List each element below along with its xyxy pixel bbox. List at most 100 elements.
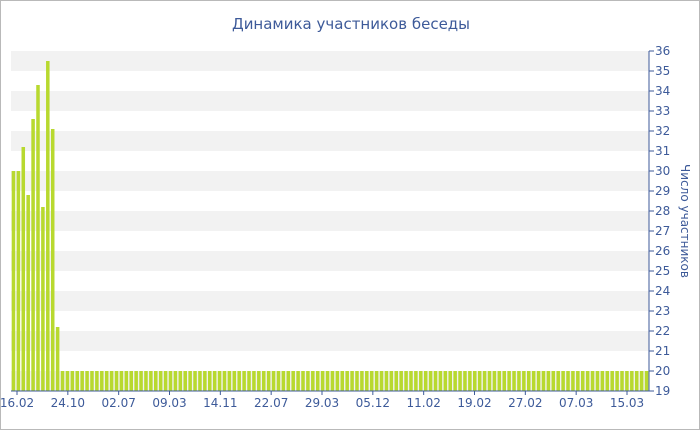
x-tick-label: 24.10 [51, 396, 85, 410]
bar [291, 371, 295, 391]
bar [193, 371, 197, 391]
bar [355, 371, 359, 391]
bar [541, 371, 546, 391]
bar [453, 371, 457, 391]
y-tick-label: 19 [655, 384, 670, 398]
bar [26, 195, 30, 391]
y-tick-label: 23 [655, 304, 670, 318]
bar [473, 371, 477, 391]
grid-band [11, 131, 649, 151]
bar [16, 171, 21, 391]
bar [630, 371, 634, 391]
bar [443, 371, 448, 391]
bar [296, 371, 300, 391]
grid-band [11, 331, 649, 351]
bar [492, 371, 497, 391]
bar [100, 371, 104, 391]
bar [585, 371, 590, 391]
grid-band [11, 251, 649, 271]
bar [212, 371, 217, 391]
bar [325, 371, 330, 391]
bar [104, 371, 109, 391]
background-bands [11, 51, 649, 391]
bar [634, 371, 639, 391]
bar [114, 371, 119, 391]
y-tick-label: 26 [655, 244, 670, 258]
bar [11, 171, 16, 391]
y-tick-label: 28 [655, 204, 670, 218]
bar [65, 371, 70, 391]
bar [600, 371, 605, 391]
bars-group [11, 61, 649, 391]
x-tick-label: 15.03 [610, 396, 644, 410]
bar [227, 371, 232, 391]
bar [41, 207, 45, 391]
y-tick-label: 22 [655, 324, 670, 338]
bar [232, 371, 237, 391]
bar [144, 371, 148, 391]
bar [458, 371, 462, 391]
bar [271, 371, 276, 391]
bar [394, 371, 399, 391]
bar [21, 147, 26, 391]
bar [134, 371, 138, 391]
bar [522, 371, 526, 391]
x-tick-label: 22.07 [254, 396, 288, 410]
bar [463, 371, 467, 391]
bar [556, 371, 560, 391]
bar [576, 371, 580, 391]
x-axis-ticks: 16.02 24.10 02.07 09.03 14.11 22.07 29.03 05.12… [1, 390, 649, 410]
bar [335, 371, 340, 391]
y-tick-label: 25 [655, 264, 670, 278]
bar [237, 371, 241, 391]
bar [571, 371, 575, 391]
bar [320, 371, 325, 391]
bar [301, 371, 305, 391]
bar [595, 371, 600, 391]
bar [139, 371, 143, 391]
x-tick-label: 14.11 [203, 396, 237, 410]
bar [70, 371, 75, 391]
bar [80, 371, 84, 391]
y-tick-label: 24 [655, 284, 670, 298]
bar [620, 371, 624, 391]
bar [566, 371, 570, 391]
grid-band [11, 91, 649, 111]
bar [281, 371, 286, 391]
bar [546, 371, 551, 391]
bar [438, 371, 443, 391]
y-tick-label: 31 [655, 144, 670, 158]
bar [345, 371, 349, 391]
y-tick-label: 21 [655, 344, 670, 358]
bar [149, 371, 153, 391]
bar [414, 371, 418, 391]
bar [379, 371, 384, 391]
bar [561, 371, 565, 391]
bar [306, 371, 310, 391]
bar [531, 371, 536, 391]
grid-band [11, 171, 649, 191]
x-tick-label: 29.03 [305, 396, 339, 410]
x-tick-label: 16.02 [1, 396, 34, 410]
bar [551, 371, 556, 391]
chart-title: Динамика участников беседы [232, 15, 470, 33]
grid-band [11, 51, 649, 71]
bar [384, 371, 389, 391]
bar [36, 85, 40, 391]
bar [242, 371, 246, 391]
bar [266, 371, 271, 391]
y-tick-label: 34 [655, 84, 670, 98]
bar [374, 371, 379, 391]
bar [173, 371, 178, 391]
bar [257, 371, 261, 391]
bar [60, 371, 65, 391]
bar [109, 371, 114, 391]
bar [477, 371, 482, 391]
bar [409, 371, 413, 391]
bar [222, 371, 227, 391]
y-axis-label: Число участников [678, 164, 692, 278]
bar [399, 371, 403, 391]
bar [129, 371, 134, 391]
